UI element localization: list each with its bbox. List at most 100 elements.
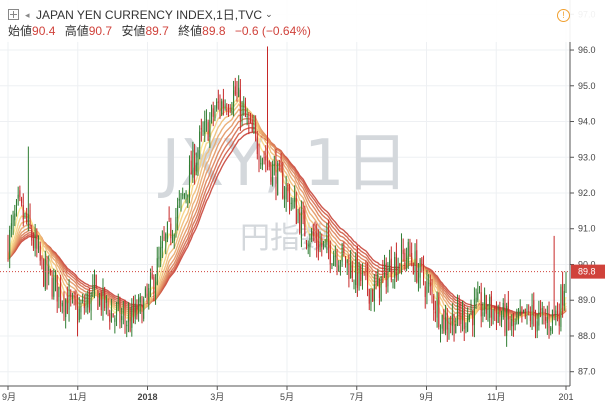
plus-square-icon[interactable] bbox=[8, 9, 19, 20]
candle-body bbox=[377, 274, 379, 286]
candle-body bbox=[63, 300, 65, 312]
price-axis[interactable] bbox=[570, 0, 607, 386]
candle-body bbox=[431, 289, 433, 295]
candle-body bbox=[380, 276, 382, 302]
open-label: 始値 bbox=[8, 24, 33, 38]
candle-body bbox=[51, 277, 53, 297]
candle-body bbox=[273, 163, 275, 167]
candle-body bbox=[389, 260, 391, 272]
candle-body bbox=[307, 244, 309, 246]
candle-body bbox=[402, 249, 404, 255]
candle-body bbox=[36, 234, 38, 249]
candle-body bbox=[322, 241, 324, 246]
candle-body bbox=[158, 256, 160, 260]
candle-body bbox=[555, 310, 557, 321]
candle-body bbox=[204, 121, 206, 134]
candle-body bbox=[282, 171, 284, 199]
time-tick-label: 5月 bbox=[280, 392, 294, 402]
chevron-down-icon[interactable]: ⌄ bbox=[265, 9, 273, 19]
candle-body bbox=[93, 279, 96, 291]
candle-body bbox=[501, 316, 503, 322]
symbol-name[interactable]: JAPAN YEN CURRENCY INDEX bbox=[36, 7, 213, 22]
price-tick-label: 93.0 bbox=[578, 152, 596, 162]
candle-body bbox=[110, 311, 112, 322]
candle-body bbox=[456, 304, 458, 320]
candle-body bbox=[133, 306, 135, 317]
interval-label[interactable]: 1日 bbox=[216, 8, 235, 22]
candle-body bbox=[263, 157, 265, 159]
candle-body bbox=[360, 265, 362, 282]
candle-body bbox=[231, 107, 233, 113]
candle-body bbox=[475, 297, 477, 303]
candle-body bbox=[270, 163, 272, 182]
candle-body bbox=[41, 256, 43, 260]
candle-body bbox=[144, 288, 146, 297]
candle-body bbox=[77, 306, 79, 324]
candle-body bbox=[290, 202, 292, 204]
candle-body bbox=[394, 257, 396, 279]
candle-body bbox=[277, 163, 279, 196]
candle-body bbox=[546, 316, 548, 323]
high-label: 高値 bbox=[64, 24, 89, 38]
candle-body bbox=[65, 299, 67, 317]
candle-body bbox=[107, 300, 109, 309]
chevron-left-icon[interactable]: ◂ bbox=[25, 9, 30, 20]
candle-body bbox=[338, 265, 340, 272]
candle-body bbox=[326, 234, 328, 245]
candle-body bbox=[404, 252, 406, 265]
candle-body bbox=[409, 246, 411, 255]
candle-body bbox=[68, 291, 70, 310]
candle-body bbox=[114, 318, 116, 322]
candle-body bbox=[426, 281, 428, 294]
time-axis[interactable] bbox=[0, 386, 607, 407]
candle-body bbox=[172, 235, 174, 241]
candle-body bbox=[468, 314, 470, 320]
candle-body bbox=[339, 262, 341, 264]
candle-body bbox=[411, 252, 413, 262]
candle-body bbox=[521, 307, 523, 314]
warning-circle-icon[interactable]: ! bbox=[557, 9, 570, 22]
candle-body bbox=[341, 244, 343, 262]
candle-body bbox=[58, 286, 60, 297]
candle-body bbox=[207, 122, 209, 141]
last-price-badge bbox=[571, 264, 605, 279]
candle-body bbox=[558, 313, 560, 326]
candle-body bbox=[44, 258, 46, 290]
candle-body bbox=[346, 259, 348, 264]
candle-body bbox=[283, 195, 285, 200]
low-value: 89.7 bbox=[145, 24, 169, 38]
candle-body bbox=[565, 281, 567, 288]
candle-body bbox=[499, 307, 501, 317]
candle-body bbox=[151, 273, 153, 279]
time-tick-label: 11月 bbox=[69, 392, 87, 402]
candle-body bbox=[143, 298, 145, 319]
candle-body bbox=[350, 261, 352, 279]
candle-body bbox=[31, 229, 33, 241]
candle-body bbox=[56, 274, 58, 302]
candle-body bbox=[512, 313, 514, 327]
candle-body bbox=[414, 251, 416, 272]
price-tick-label: 87.0 bbox=[578, 367, 596, 377]
candle-body bbox=[229, 107, 231, 110]
candle-body bbox=[523, 309, 525, 313]
candle-body bbox=[175, 217, 177, 232]
chart-header: ◂ JAPAN YEN CURRENCY INDEX, 1日, TVC ⌄ 始値… bbox=[0, 0, 607, 42]
candle-body bbox=[66, 297, 68, 314]
candle-body bbox=[445, 316, 447, 334]
candle-body bbox=[87, 294, 89, 308]
candle-body bbox=[533, 300, 535, 316]
candle-body bbox=[188, 164, 190, 200]
candle-body bbox=[190, 160, 192, 175]
candle-body bbox=[60, 281, 62, 304]
candle-body bbox=[446, 313, 448, 330]
title-separator: , bbox=[212, 7, 217, 22]
candle-body bbox=[21, 198, 23, 203]
candle-body bbox=[311, 230, 313, 239]
price-tick-label: 89.0 bbox=[578, 295, 596, 305]
open-value: 90.4 bbox=[32, 24, 56, 38]
candle-body bbox=[156, 258, 158, 285]
candle-body bbox=[438, 297, 440, 328]
candle-body bbox=[165, 234, 167, 243]
